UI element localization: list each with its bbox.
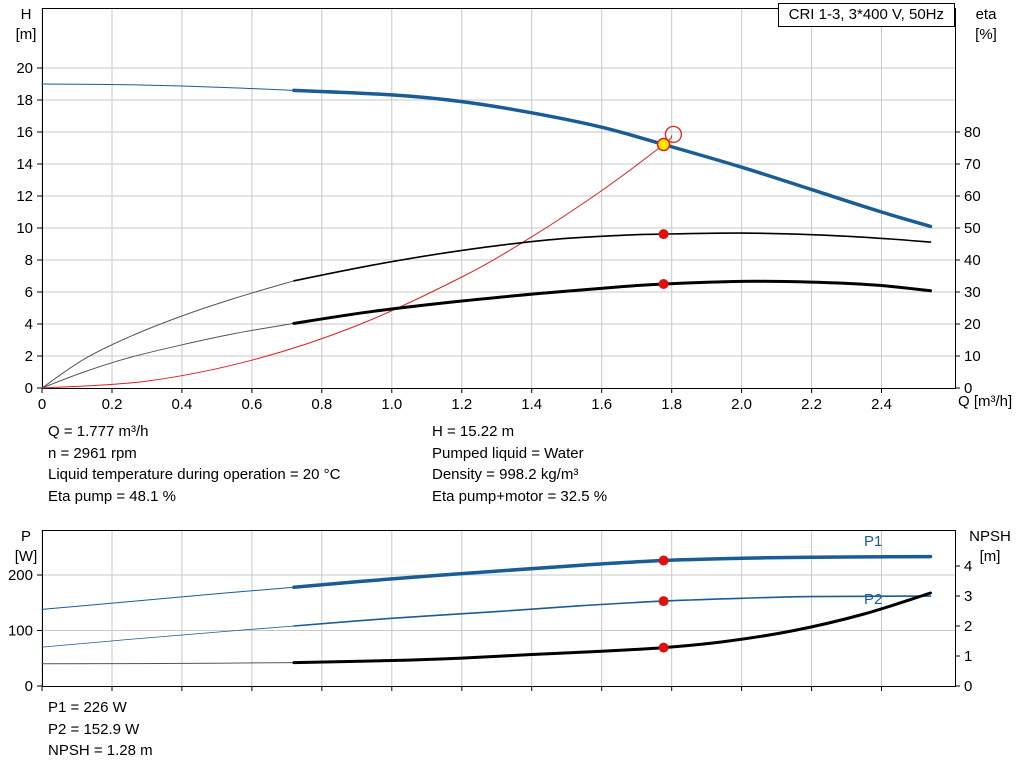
y-left-tick-label: 12 — [16, 188, 33, 205]
pump-title-box: CRI 1-3, 3*400 V, 50Hz — [777, 3, 955, 27]
plot-border — [42, 8, 956, 389]
y-left-tick-label: 16 — [16, 124, 33, 141]
eta-pump-motor-point-marker — [658, 279, 669, 289]
npsh-curve — [292, 591, 932, 665]
p-axis-title: P [W] — [8, 527, 44, 567]
npsh-point-marker — [658, 642, 669, 653]
duty-point-marker — [656, 137, 671, 152]
y-right-tick-label: 30 — [964, 284, 981, 301]
y-right-tick-label: 0 — [964, 678, 972, 695]
x-tick-label: 2.2 — [801, 396, 822, 413]
info-line-p2: P2 = 152.9 W — [48, 720, 140, 738]
x-tick-label: 1.0 — [381, 396, 402, 413]
y-right-tick-label: 80 — [964, 124, 981, 141]
power-npsh-chart: 0 100 200 0 1 2 3 4 P1 P2 — [8, 530, 972, 695]
y-right-tick-label: 40 — [964, 252, 981, 269]
p-axis-title-line2: [W] — [14, 548, 38, 565]
info-line-eta-pump: Eta pump = 48.1 % — [48, 487, 176, 505]
qh-curve — [292, 88, 933, 229]
info-line-liquid-temp: Liquid temperature during operation = 20… — [48, 466, 341, 483]
p1-point-marker — [658, 555, 669, 566]
y-left-tick-label: 18 — [16, 92, 33, 109]
p1-curve-ext — [41, 586, 295, 610]
y-right-tick-label: 20 — [964, 316, 981, 333]
y-left-tick-label: 100 — [8, 623, 33, 640]
plot-border — [42, 530, 956, 687]
y-right-tick-label: 0 — [964, 380, 972, 397]
info-line-eta-pump-motor: Eta pump+motor = 32.5 % — [432, 487, 608, 505]
x-tick-label: 0 — [38, 396, 46, 413]
y-right-tick-label: 50 — [964, 220, 981, 237]
info-line-h: H = 15.22 m — [432, 423, 515, 440]
x-tick-label: 0.4 — [171, 396, 192, 413]
y-left-tick-label: 8 — [25, 252, 33, 269]
eta-pump-point-marker — [658, 229, 669, 240]
y-left-tick-label: 14 — [16, 156, 33, 173]
y-left-tick-label: 2 — [25, 348, 33, 365]
power-info: P1 = 226 W P2 = 152.9 W NPSH = 1.28 m — [48, 697, 153, 762]
x-tick-label: 0.8 — [311, 396, 332, 413]
x-tick-label: 1.2 — [451, 396, 472, 413]
eta-pump-curve-ext — [41, 280, 295, 389]
y-left-tick-label: 0 — [25, 678, 33, 695]
intersection-ring-marker — [664, 125, 683, 144]
p2-curve-ext — [41, 625, 295, 648]
p1-curve-label: P1 — [864, 533, 882, 550]
y-right-tick-label: 60 — [964, 188, 981, 205]
eta-axis-title-line2: [%] — [975, 26, 997, 43]
h-axis-title: H [m] — [8, 5, 44, 45]
eta-axis-title: eta [%] — [962, 5, 1010, 45]
x-tick-label: 0.6 — [241, 396, 262, 413]
p1-curve — [292, 554, 933, 589]
eta-axis-title-line1: eta — [975, 6, 997, 23]
eta-pump-motor-curve-ext — [41, 322, 295, 389]
p2-point-marker — [658, 596, 669, 607]
eta-pump-motor-curve — [292, 279, 932, 325]
y-right-tick-label: 1 — [964, 648, 972, 665]
info-line-pumped-liquid: Pumped liquid = Water — [432, 444, 584, 462]
npsh-curve-ext — [41, 662, 295, 665]
npsh-axis-title-line1: NPSH — [969, 528, 1011, 545]
h-axis-title-line1: H — [20, 6, 32, 23]
p-axis-title-line1: P — [20, 528, 31, 545]
y-left-tick-label: 200 — [8, 567, 33, 584]
y-right-tick-label: 2 — [964, 618, 972, 635]
x-tick-label: 1.4 — [521, 396, 542, 413]
info-line-density: Density = 998.2 kg/m³ — [432, 466, 579, 483]
y-right-tick-label: 10 — [964, 348, 981, 365]
p2-curve — [293, 595, 932, 627]
info-line-npsh: NPSH = 1.28 m — [48, 742, 153, 759]
y-right-tick-label: 4 — [964, 558, 972, 575]
duty-info-left: Q = 1.777 m³/h n = 2961 rpm Liquid tempe… — [48, 421, 340, 507]
y-right-tick-label: 3 — [964, 588, 972, 605]
x-tick-label: 1.6 — [591, 396, 612, 413]
y-left-tick-label: 6 — [25, 284, 33, 301]
x-tick-label: 2.0 — [731, 396, 752, 413]
info-line-p1: P1 = 226 W — [48, 699, 127, 716]
system-curve — [41, 135, 673, 389]
y-left-tick-label: 0 — [25, 380, 33, 397]
npsh-axis-title-line2: [m] — [979, 548, 1001, 565]
info-line-n: n = 2961 rpm — [48, 444, 137, 462]
h-axis-title-line2: [m] — [15, 26, 37, 43]
y-left-tick-label: 4 — [25, 316, 33, 333]
qh-curve-ext — [41, 83, 295, 91]
npsh-axis-title: NPSH [m] — [958, 527, 1022, 567]
p2-curve-label: P2 — [864, 591, 882, 608]
qh-eta-chart: 0 2 4 6 8 10 12 14 16 18 20 0 10 20 30 40 50 60 70 80 0 0.2 0.… — [16, 8, 981, 413]
y-right-tick-label: 70 — [964, 156, 981, 173]
x-tick-label: 1.8 — [661, 396, 682, 413]
info-line-q: Q = 1.777 m³/h — [48, 423, 149, 440]
eta-pump-curve — [293, 232, 932, 282]
duty-info-right: H = 15.22 m Pumped liquid = Water Densit… — [432, 421, 607, 507]
q-axis-title: Q [m³/h] — [958, 393, 1013, 410]
x-tick-label: 0.2 — [102, 396, 123, 413]
y-left-tick-label: 20 — [16, 60, 33, 77]
x-tick-label: 2.4 — [871, 396, 892, 413]
y-left-tick-label: 10 — [16, 220, 33, 237]
